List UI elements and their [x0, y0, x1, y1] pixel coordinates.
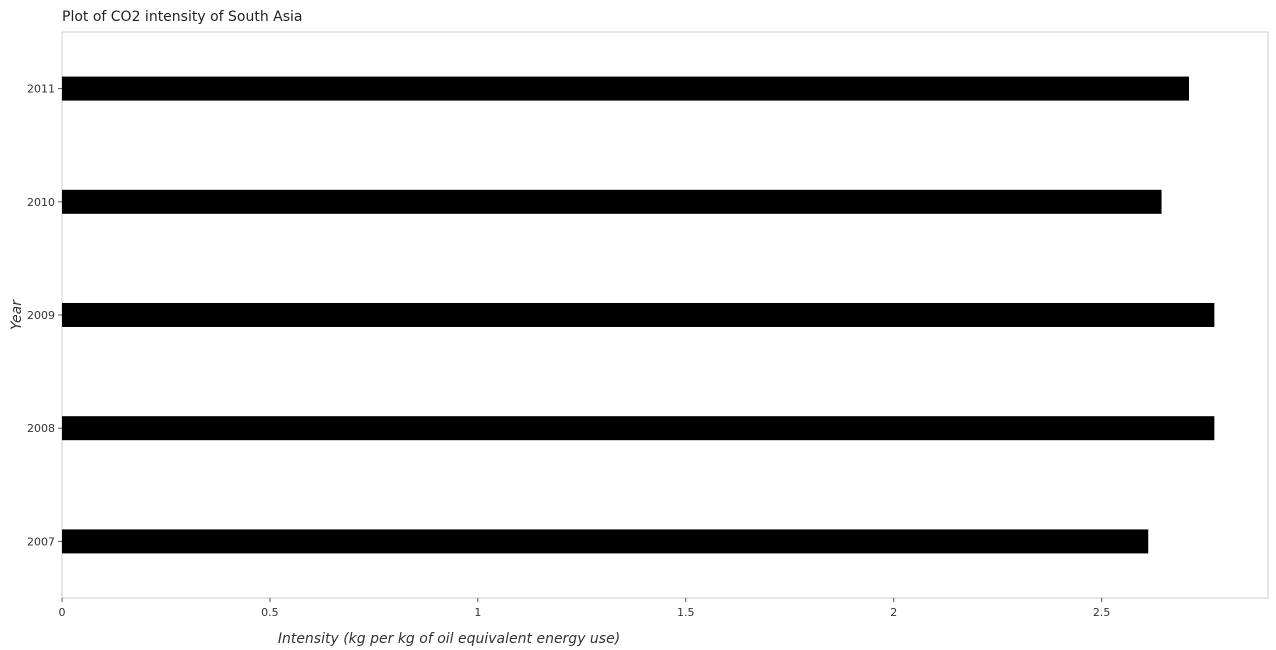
bar-2007 [62, 529, 1149, 554]
y-tick-label: 2011 [27, 83, 55, 96]
y-tick-label: 2009 [27, 309, 55, 322]
x-tick-label: 2 [890, 606, 897, 619]
x-tick-label: 0.5 [261, 606, 279, 619]
bar-2010 [62, 189, 1162, 214]
y-tick-label: 2007 [27, 535, 55, 548]
bar-2009 [62, 303, 1215, 327]
chart-title: Plot of CO2 intensity of South Asia [62, 9, 303, 25]
x-tick-label: 1 [474, 606, 481, 619]
x-tick-label: 1.5 [677, 606, 695, 619]
x-axis-title: Intensity (kg per kg of oil equivalent e… [278, 631, 620, 647]
y-axis-title: Year [9, 299, 25, 330]
bars-group [62, 76, 1215, 554]
x-axis-ticks: 0 0.5 1 1.5 2 2.5 [59, 598, 1111, 619]
x-tick-label: 2.5 [1093, 606, 1111, 619]
bar-2008 [62, 416, 1215, 441]
x-tick-label: 0 [59, 606, 66, 619]
y-axis-ticks: 2007 2008 2009 2010 2011 [27, 83, 62, 548]
bar-2011 [62, 76, 1189, 101]
y-tick-label: 2010 [27, 196, 55, 209]
y-tick-label: 2008 [27, 422, 55, 435]
